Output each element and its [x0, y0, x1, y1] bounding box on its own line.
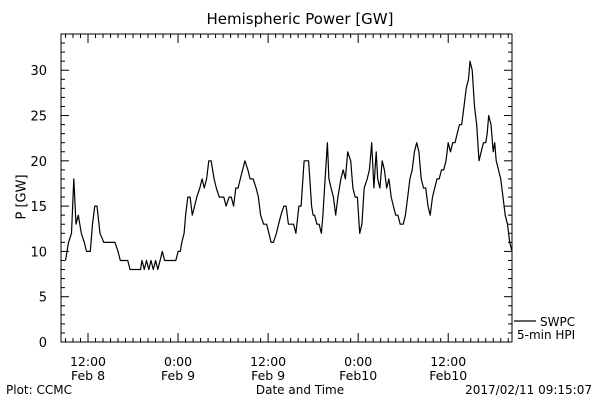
x-tick-date-label: Feb 9 [251, 368, 285, 383]
x-tick-date-label: Feb 8 [71, 368, 105, 383]
x-tick-time-label: 12:00 [70, 354, 106, 369]
series-line-swpc [64, 60, 513, 271]
x-axis-label: Date and Time [255, 383, 345, 397]
x-tick-date-label: Feb10 [339, 368, 377, 383]
y-tick-label: 0 [39, 336, 47, 351]
x-tick-time-label: 0:00 [164, 354, 192, 369]
x-tick-date-label: Feb10 [429, 368, 467, 383]
plot-timestamp: 2017/02/11 09:15:07 [465, 383, 592, 397]
legend-entry-hpi: 5-min HPI [517, 328, 576, 342]
x-tick-time-label: 12:00 [250, 354, 286, 369]
y-tick-label: 20 [30, 155, 47, 170]
y-tick-label: 25 [30, 110, 47, 125]
y-tick-label: 15 [30, 200, 47, 215]
plot-credit: Plot: CCMC [6, 383, 72, 397]
y-tick-label: 30 [30, 64, 47, 79]
plot-frame [60, 33, 513, 343]
series-group [64, 60, 513, 271]
chart-title: Hemispheric Power [GW] [206, 10, 394, 28]
x-tick-time-label: 0:00 [344, 354, 372, 369]
y-tick-label: 10 [30, 245, 47, 260]
y-axis-ticks: 0 5 10 15 20 25 30 [30, 33, 512, 351]
x-tick-date-label: Feb 9 [161, 368, 195, 383]
plot-axes [60, 33, 513, 343]
y-tick-label: 5 [39, 291, 47, 306]
legend-entry-swpc: SWPC [540, 315, 576, 329]
x-tick-time-label: 12:00 [430, 354, 466, 369]
